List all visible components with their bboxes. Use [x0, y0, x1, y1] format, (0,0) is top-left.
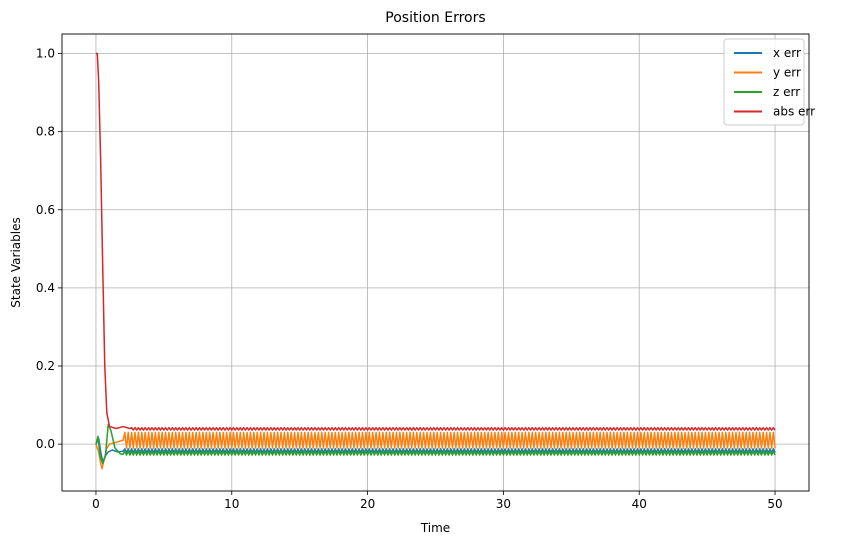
y-tick-label: 0.4: [36, 281, 55, 295]
x-axis-label: Time: [420, 521, 450, 535]
x-tick-label: 10: [224, 497, 239, 511]
legend-label: y err: [773, 66, 801, 80]
legend: x err y err z err abs err: [723, 38, 815, 126]
x-tick-label: 40: [632, 497, 647, 511]
legend-label: z err: [773, 85, 800, 99]
legend-label: abs err: [773, 105, 815, 119]
series-line-x-err: [95, 437, 776, 463]
x-tick-label: 20: [360, 497, 375, 511]
series-line-abs-err: [95, 52, 776, 431]
axis-ticks: 0 10 20 30 40 50 0.0 0.2 0.4 0.6 0.8 1.0: [36, 47, 783, 511]
legend-label: x err: [773, 46, 801, 60]
series-lines: [95, 52, 776, 470]
y-tick-label: 0.0: [36, 437, 55, 451]
y-axis-label: State Variables: [9, 217, 23, 307]
y-tick-label: 0.6: [36, 203, 55, 217]
plot-frame: [61, 33, 810, 492]
y-tick-label: 0.2: [36, 359, 55, 373]
y-tick-label: 1.0: [36, 47, 55, 61]
legend-box: [723, 38, 805, 126]
series-line-y-err: [95, 431, 776, 470]
series-line-z-err: [95, 423, 776, 465]
chart-title: Position Errors: [385, 10, 485, 26]
x-tick-label: 50: [767, 497, 782, 511]
y-tick-label: 0.8: [36, 125, 55, 139]
x-tick-label: 30: [496, 497, 511, 511]
x-tick-label: 0: [92, 497, 100, 511]
